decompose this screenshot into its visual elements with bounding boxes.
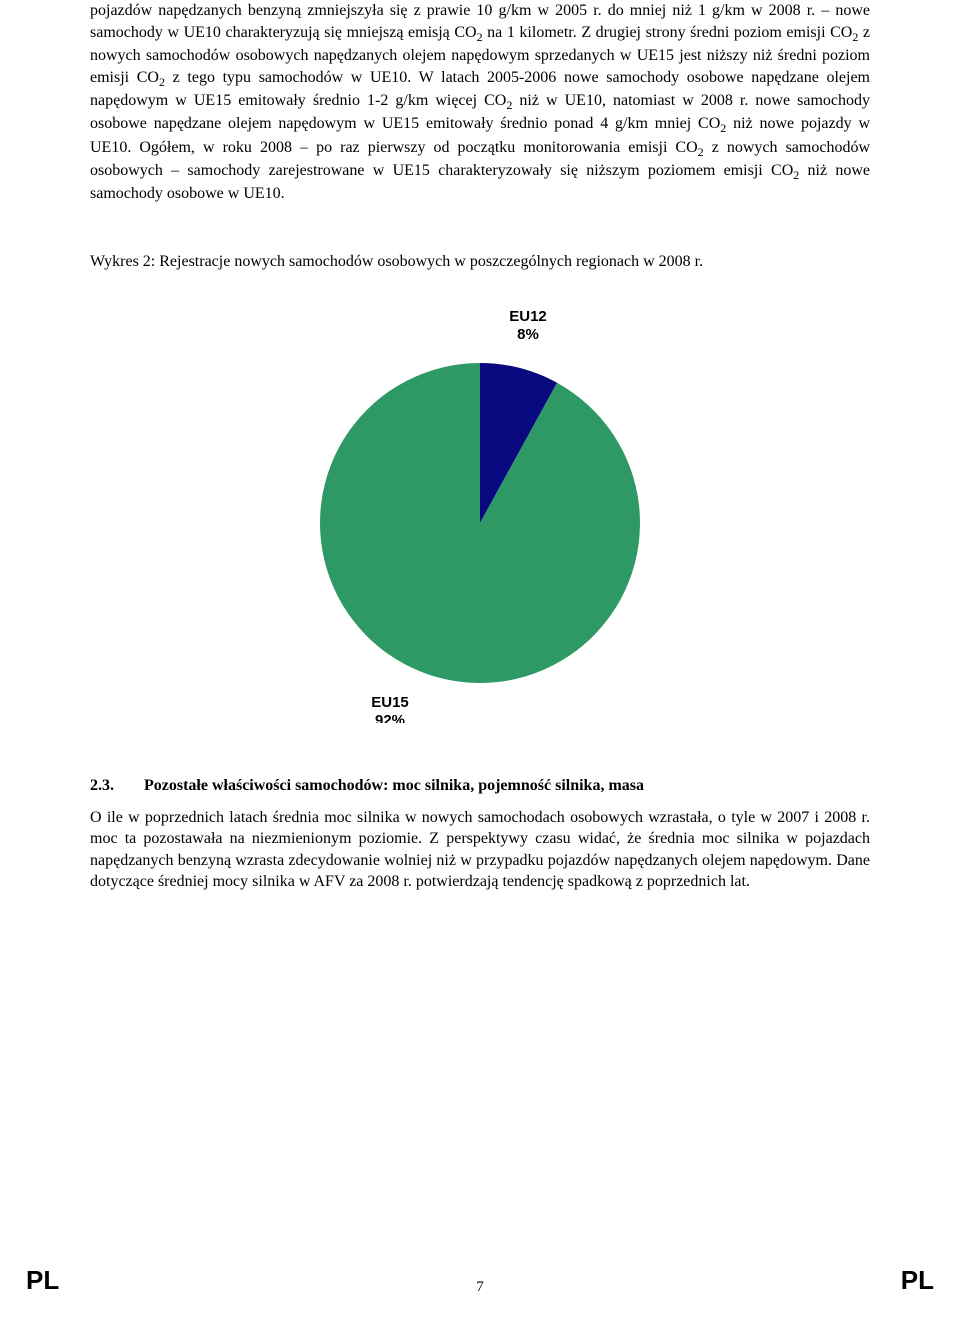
footer-left: PL — [26, 1265, 59, 1296]
body-paragraph-1: pojazdów napędzanych benzyną zmniejszyła… — [90, 0, 870, 205]
footer-page-number: 7 — [476, 1279, 484, 1296]
figure-caption: Wykres 2: Rejestracje nowych samochodów … — [90, 251, 870, 273]
pie-slice-eu15 — [320, 363, 640, 683]
section-number: 2.3. — [90, 777, 144, 795]
section-title: Pozostałe właściwości samochodów: moc si… — [144, 777, 644, 794]
body-paragraph-2: O ile w poprzednich latach średnia moc s… — [90, 807, 870, 893]
page-footer: PL 7 PL — [0, 1265, 960, 1296]
pie-label-eu15: EU1592% — [371, 694, 409, 723]
pie-chart: EU128% EU1592% — [270, 293, 690, 723]
pie-chart-container: EU128% EU1592% — [90, 293, 870, 723]
footer-right: PL — [901, 1265, 934, 1296]
section-heading: 2.3.Pozostałe właściwości samochodów: mo… — [90, 777, 870, 795]
pie-label-eu12: EU128% — [509, 308, 547, 343]
